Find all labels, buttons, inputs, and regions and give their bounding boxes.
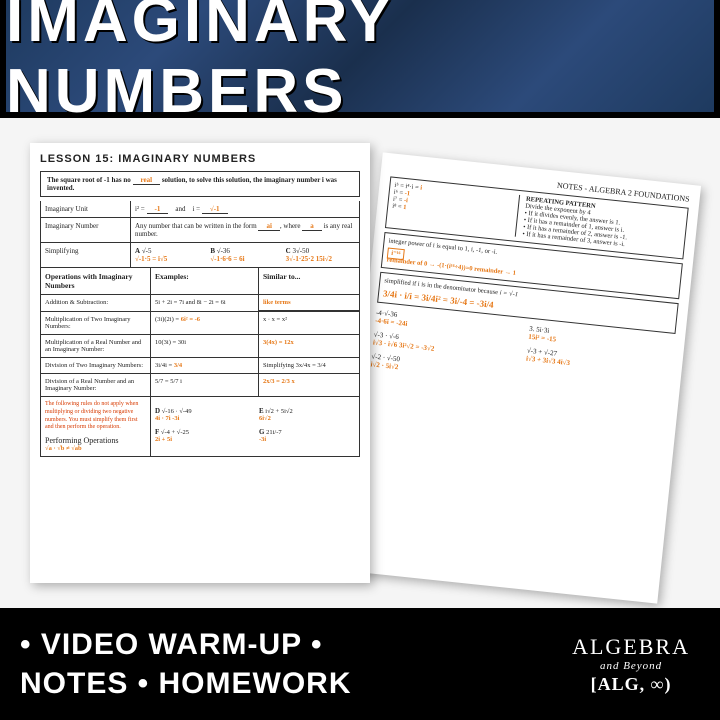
intro-statement: The square root of -1 has no real soluti… bbox=[40, 171, 360, 197]
operations-header: Operations with Imaginary Numbers Exampl… bbox=[40, 268, 360, 295]
page-title: IMAGINARY NUMBERS bbox=[6, 0, 714, 127]
lesson-title: LESSON 15: IMAGINARY NUMBERS bbox=[40, 153, 360, 165]
simplifying-row: Simplifying A √-5√-1·5 = i√5 B √-36√-1·6… bbox=[40, 243, 360, 268]
imaginary-number-row: Imaginary Number Any number that can be … bbox=[40, 218, 360, 243]
brand-logo: ALGEBRA and Beyond [ALG, ∞) bbox=[572, 634, 700, 695]
ops-row-add: Addition & Subtraction: 5i + 2i = 7i and… bbox=[40, 295, 360, 312]
footer-bar: • VIDEO WARM-UP • NOTES • HOMEWORK ALGEB… bbox=[0, 608, 720, 720]
performing-operations: The following rules do not apply when mu… bbox=[40, 397, 360, 457]
title-header: IMAGINARY NUMBERS bbox=[0, 0, 720, 118]
worksheet-page-1: LESSON 15: IMAGINARY NUMBERS The square … bbox=[30, 143, 370, 583]
ops-row-div-ri: Division of a Real Number and an Imagina… bbox=[40, 374, 360, 397]
ops-row-div-ii: Division of Two Imaginary Numbers: 3i/4i… bbox=[40, 358, 360, 374]
ops-row-mult-ri: Multiplication of a Real Number and an I… bbox=[40, 335, 360, 358]
imaginary-unit-row: Imaginary Unit i² = -1 and i = √-1 bbox=[40, 201, 360, 218]
worksheet-preview-area: NOTES - ALGEBRA 2 FOUNDATIONS i⁵ = i⁴·i … bbox=[0, 118, 720, 608]
footer-bullets: • VIDEO WARM-UP • NOTES • HOMEWORK bbox=[20, 625, 572, 703]
ops-row-mult-ii: Multiplication of Two Imaginary Numbers:… bbox=[40, 312, 360, 335]
worksheet-page-2: NOTES - ALGEBRA 2 FOUNDATIONS i⁵ = i⁴·i … bbox=[339, 152, 701, 603]
